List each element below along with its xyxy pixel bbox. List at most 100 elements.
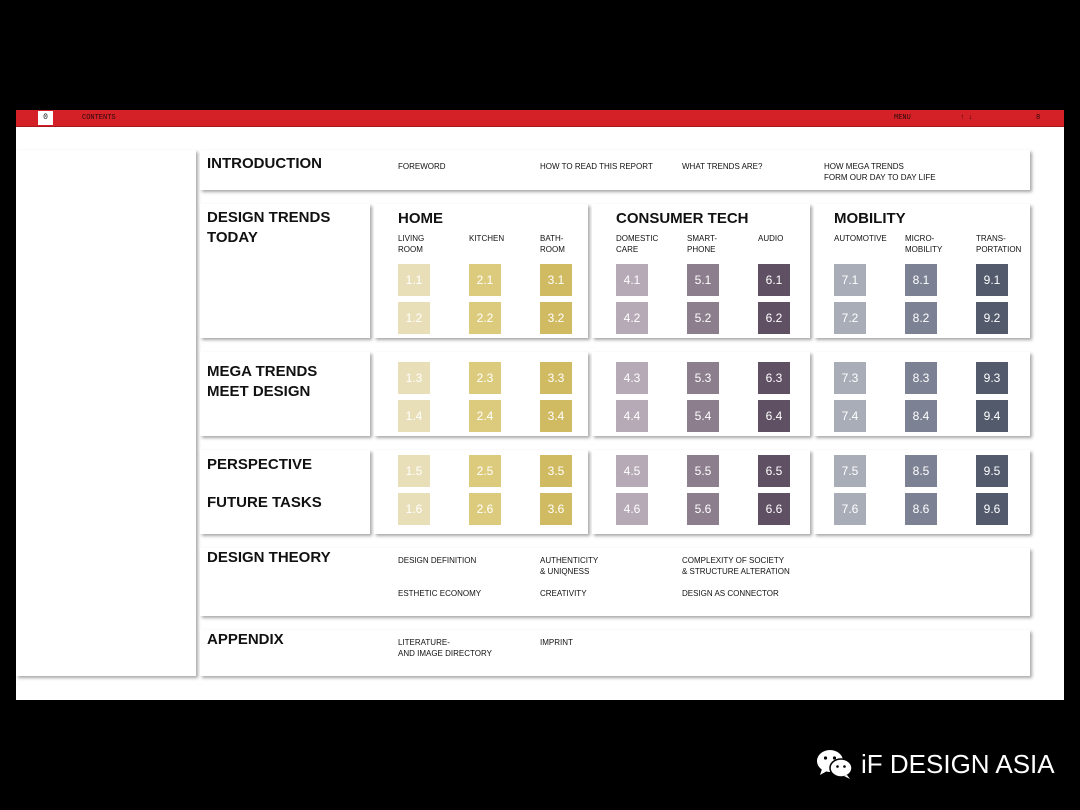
page-arrows[interactable]: ↑ ↓ — [960, 114, 973, 122]
chapter-tile[interactable]: 1.2 — [398, 302, 430, 334]
chapter-tile[interactable]: 7.1 — [834, 264, 866, 296]
chapter-tile[interactable]: 9.4 — [976, 400, 1008, 432]
sub-label-smartphone[interactable]: SMART- PHONE — [687, 234, 718, 254]
chapter-tile[interactable]: 3.3 — [540, 362, 572, 394]
intro-link-what-trends[interactable]: WHAT TRENDS ARE? — [682, 162, 763, 171]
chapter-tile[interactable]: 4.5 — [616, 455, 648, 487]
sub-label-automotive[interactable]: AUTOMOTIVE — [834, 234, 887, 243]
chapter-tile[interactable]: 5.4 — [687, 400, 719, 432]
contents-link[interactable]: CONTENTS — [82, 114, 116, 122]
mobility-title[interactable]: MOBILITY — [834, 210, 906, 227]
theory-link-design-definition[interactable]: DESIGN DEFINITION — [398, 556, 477, 565]
chapter-tile[interactable]: 1.4 — [398, 400, 430, 432]
page-number: 8 — [1036, 114, 1041, 122]
chapter-tile[interactable]: 3.1 — [540, 264, 572, 296]
perspective-title[interactable]: PERSPECTIVE — [207, 456, 313, 473]
chapter-tile[interactable]: 7.3 — [834, 362, 866, 394]
mega-trends-title[interactable]: MEGA TRENDS MEET DESIGN — [207, 363, 318, 400]
chapter-tile[interactable]: 5.3 — [687, 362, 719, 394]
future-tasks-title[interactable]: FUTURE TASKS — [207, 494, 322, 511]
chapter-tile[interactable]: 2.3 — [469, 362, 501, 394]
chapter-tile[interactable]: 6.5 — [758, 455, 790, 487]
chapter-tile[interactable]: 7.5 — [834, 455, 866, 487]
chapter-tile[interactable]: 6.2 — [758, 302, 790, 334]
brand-watermark: iF DESIGN ASIA — [815, 744, 1055, 784]
chapter-tile[interactable]: 1.1 — [398, 264, 430, 296]
chapter-tile[interactable]: 3.2 — [540, 302, 572, 334]
sub-label-transportation[interactable]: TRANS- PORTATION — [976, 234, 1022, 254]
chapter-tile[interactable]: 3.4 — [540, 400, 572, 432]
chapter-tile[interactable]: 8.3 — [905, 362, 937, 394]
sub-label-audio[interactable]: AUDIO — [758, 234, 784, 243]
chapter-tile[interactable]: 7.6 — [834, 493, 866, 525]
chapter-tile[interactable]: 6.3 — [758, 362, 790, 394]
chapter-tile[interactable]: 4.6 — [616, 493, 648, 525]
appendix-card: APPENDIX LITERATURE- AND IMAGE DIRECTORY… — [200, 630, 1030, 676]
row-label-card-trends: DESIGN TRENDS TODAY — [200, 204, 370, 338]
chapter-tile[interactable]: 3.6 — [540, 493, 572, 525]
chapter-tile[interactable]: 9.2 — [976, 302, 1008, 334]
chapter-tile[interactable]: 4.3 — [616, 362, 648, 394]
slide: 0 CONTENTS MENU ↑ ↓ 8 INTRODUCTION FOREW… — [16, 110, 1064, 700]
chapter-tile[interactable]: 5.6 — [687, 493, 719, 525]
chapter-tile[interactable]: 5.2 — [687, 302, 719, 334]
chapter-tile[interactable]: 4.2 — [616, 302, 648, 334]
introduction-card: INTRODUCTION FOREWORD HOW TO READ THIS R… — [200, 150, 1030, 190]
top-bar: 0 CONTENTS MENU ↑ ↓ 8 — [16, 110, 1064, 127]
chapter-tile[interactable]: 2.5 — [469, 455, 501, 487]
chapter-tile[interactable]: 6.6 — [758, 493, 790, 525]
introduction-title[interactable]: INTRODUCTION — [207, 155, 322, 172]
design-trends-today-title[interactable]: DESIGN TRENDS TODAY — [207, 209, 331, 246]
chapter-tile[interactable]: 6.4 — [758, 400, 790, 432]
chapter-tile[interactable]: 4.4 — [616, 400, 648, 432]
chapter-tile[interactable]: 1.5 — [398, 455, 430, 487]
chapter-tile[interactable]: 4.1 — [616, 264, 648, 296]
consumer-tech-title[interactable]: CONSUMER TECH — [616, 210, 749, 227]
chapter-tile[interactable]: 2.2 — [469, 302, 501, 334]
chapter-tile[interactable]: 1.6 — [398, 493, 430, 525]
chapter-tile[interactable]: 2.4 — [469, 400, 501, 432]
chapter-tile[interactable]: 8.1 — [905, 264, 937, 296]
theory-link-authenticity[interactable]: AUTHENTICITY & UNIQNESS — [540, 556, 599, 576]
chapter-tile[interactable]: 9.3 — [976, 362, 1008, 394]
sub-label-living-room[interactable]: LIVING ROOM — [398, 234, 425, 254]
chapter-tile[interactable]: 3.5 — [540, 455, 572, 487]
left-panel — [16, 150, 196, 676]
chapter-tile[interactable]: 8.5 — [905, 455, 937, 487]
appendix-title[interactable]: APPENDIX — [207, 631, 284, 648]
sub-label-kitchen[interactable]: KITCHEN — [469, 234, 505, 243]
sub-label-domestic-care[interactable]: DOMESTIC CARE — [616, 234, 659, 254]
chapter-tile[interactable]: 9.1 — [976, 264, 1008, 296]
appendix-link-literature[interactable]: LITERATURE- AND IMAGE DIRECTORY — [398, 638, 492, 658]
chapter-tile[interactable]: 7.2 — [834, 302, 866, 334]
page-indicator[interactable]: 0 — [38, 111, 53, 125]
chapter-tile[interactable]: 8.4 — [905, 400, 937, 432]
theory-link-complexity[interactable]: COMPLEXITY OF SOCIETY & STRUCTURE ALTERA… — [682, 556, 790, 576]
appendix-link-imprint[interactable]: IMPRINT — [540, 638, 573, 647]
chapter-tile[interactable]: 1.3 — [398, 362, 430, 394]
theory-link-esthetic-economy[interactable]: ESTHETIC ECONOMY — [398, 589, 482, 598]
chapter-tile[interactable]: 6.1 — [758, 264, 790, 296]
chapter-tile[interactable]: 2.6 — [469, 493, 501, 525]
home-title[interactable]: HOME — [398, 210, 443, 227]
chapter-tile[interactable]: 8.2 — [905, 302, 937, 334]
menu-link[interactable]: MENU — [894, 114, 911, 122]
brand-text: iF DESIGN ASIA — [861, 748, 1055, 779]
chapter-tile[interactable]: 5.1 — [687, 264, 719, 296]
intro-link-how-to-read[interactable]: HOW TO READ THIS REPORT — [540, 162, 653, 171]
theory-link-creativity[interactable]: CREATIVITY — [540, 589, 587, 598]
chapter-tile[interactable]: 2.1 — [469, 264, 501, 296]
theory-link-design-as-connector[interactable]: DESIGN AS CONNECTOR — [682, 589, 779, 598]
sub-label-bathroom[interactable]: BATH- ROOM — [540, 234, 565, 254]
design-theory-title[interactable]: DESIGN THEORY — [207, 549, 331, 566]
row-label-card-perspective: PERSPECTIVE FUTURE TASKS — [200, 450, 370, 534]
chapter-tile[interactable]: 7.4 — [834, 400, 866, 432]
chapter-tile[interactable]: 8.6 — [905, 493, 937, 525]
chapter-tile[interactable]: 9.6 — [976, 493, 1008, 525]
intro-link-mega-trends[interactable]: HOW MEGA TRENDS FORM OUR DAY TO DAY LIFE — [824, 162, 936, 182]
chapter-tile[interactable]: 5.5 — [687, 455, 719, 487]
design-theory-card: DESIGN THEORY DESIGN DEFINITION AUTHENTI… — [200, 548, 1030, 616]
intro-link-foreword[interactable]: FOREWORD — [398, 162, 446, 171]
chapter-tile[interactable]: 9.5 — [976, 455, 1008, 487]
sub-label-micromobility[interactable]: MICRO- MOBILITY — [905, 234, 943, 254]
